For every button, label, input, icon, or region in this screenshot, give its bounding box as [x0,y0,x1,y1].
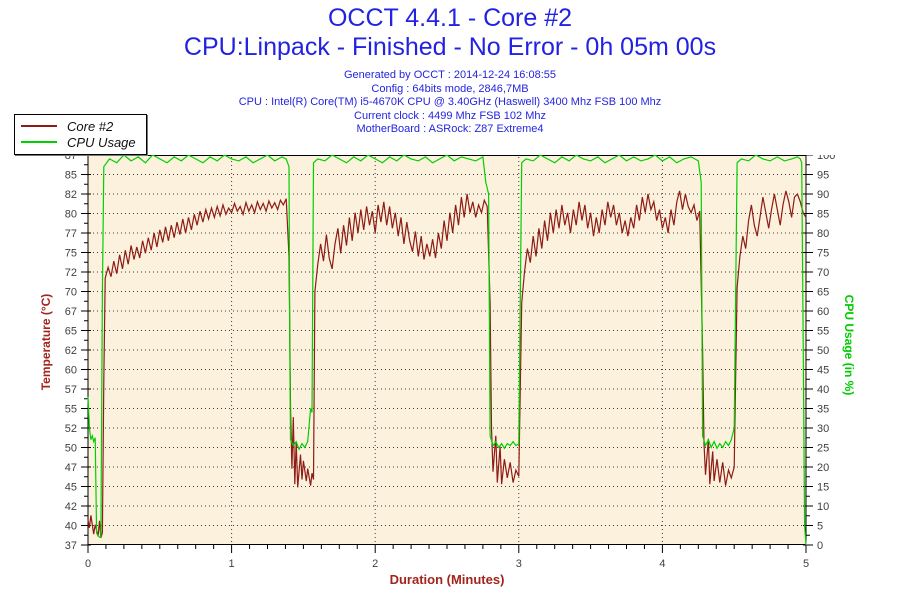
svg-text:47: 47 [65,462,77,474]
cpu-usage-line [87,155,807,546]
svg-text:87: 87 [65,155,77,162]
svg-text:80: 80 [65,209,77,221]
svg-text:30: 30 [817,423,829,435]
svg-text:37: 37 [65,540,77,552]
svg-text:40: 40 [65,521,77,533]
svg-text:100: 100 [817,155,835,162]
system-info-block: Generated by OCCT : 2014-12-24 16:08:55 … [0,69,900,137]
chart-svg: 8785828077757270676562605755525047454240… [65,155,835,570]
svg-text:5: 5 [803,558,809,570]
info-line-clock: Current clock : 4499 Mhz FSB 102 Mhz [354,109,546,122]
temperature-line [87,190,807,539]
svg-text:35: 35 [817,404,829,416]
info-line-generated: Generated by OCCT : 2014-12-24 16:08:55 [344,69,556,81]
svg-text:65: 65 [817,287,829,299]
svg-text:20: 20 [817,462,829,474]
svg-text:50: 50 [65,443,77,455]
svg-text:42: 42 [65,501,77,513]
svg-text:15: 15 [817,482,829,494]
axis-ticks [81,155,813,553]
svg-text:85: 85 [65,170,77,182]
svg-text:80: 80 [817,228,829,240]
svg-text:0: 0 [817,540,823,552]
svg-text:65: 65 [65,326,77,338]
page-subtitle: CPU:Linpack - Finished - No Error - 0h 0… [183,33,717,61]
svg-text:45: 45 [65,482,77,494]
legend-line-swatch-core2 [21,125,57,127]
svg-text:55: 55 [817,326,829,338]
plot-background [88,155,806,545]
svg-text:90: 90 [817,189,829,201]
right-tick-labels: 1009590858075706560555045403530252015105… [817,155,835,552]
info-line-config: Config : 64bits mode, 2846,7MB [371,82,529,95]
svg-text:75: 75 [65,248,77,260]
svg-text:77: 77 [65,228,77,240]
svg-text:5: 5 [817,521,823,533]
svg-text:72: 72 [65,267,77,279]
svg-text:95: 95 [817,170,829,182]
page-title: OCCT 4.4.1 - Core #2 [327,4,573,32]
x-axis-title-duration: Duration (Minutes) [389,572,505,587]
svg-text:52: 52 [65,423,77,435]
svg-text:57: 57 [65,384,77,396]
svg-text:4: 4 [659,558,665,570]
svg-text:82: 82 [65,189,77,201]
svg-text:85: 85 [817,209,829,221]
legend-label-cpu-usage: CPU Usage [67,134,136,150]
svg-text:25: 25 [817,443,829,455]
legend-item-core2: Core #2 [21,118,136,134]
svg-text:50: 50 [817,345,829,357]
svg-text:45: 45 [817,365,829,377]
svg-text:0: 0 [85,558,91,570]
svg-text:10: 10 [817,501,829,513]
svg-text:2: 2 [372,558,378,570]
svg-text:60: 60 [817,306,829,318]
svg-text:40: 40 [817,384,829,396]
svg-text:70: 70 [65,287,77,299]
svg-text:1: 1 [229,558,235,570]
svg-text:55: 55 [65,404,77,416]
chart-legend: Core #2 CPU Usage [14,114,147,155]
svg-text:60: 60 [65,365,77,377]
svg-text:3: 3 [516,558,522,570]
legend-item-cpu-usage: CPU Usage [21,134,136,150]
info-line-motherboard: MotherBoard : ASRock: Z87 Extreme4 [356,123,544,135]
x-tick-labels: 0 1 2 3 4 5 [85,558,809,570]
svg-text:70: 70 [817,267,829,279]
info-line-cpu: CPU : Intel(R) Core(TM) i5-4670K CPU @ 3… [238,96,662,108]
legend-line-swatch-cpu-usage [21,141,57,143]
legend-label-core2: Core #2 [67,118,114,134]
svg-text:67: 67 [65,306,77,318]
left-tick-labels: 87 85 82 80 77 75 72 70 67 65 62 60 57 55 52 50 47 45 42 40… [65,155,77,552]
svg-text:75: 75 [817,248,829,260]
svg-text:62: 62 [65,345,77,357]
